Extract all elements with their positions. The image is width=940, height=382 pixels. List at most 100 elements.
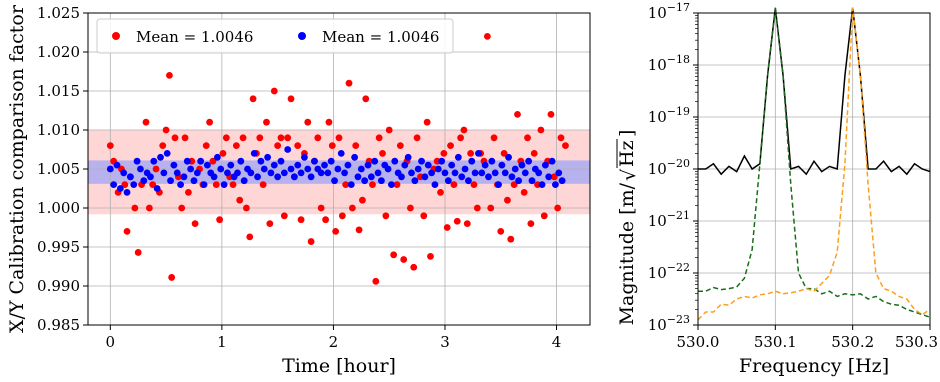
blue-point-48 xyxy=(267,169,275,177)
red-point-36 xyxy=(229,181,237,189)
blue-point-102 xyxy=(448,161,456,169)
blue-point-25 xyxy=(190,177,198,185)
tick-label-x-0: 0 xyxy=(106,333,116,351)
blue-point-109 xyxy=(471,169,479,177)
blue-point-21 xyxy=(177,181,184,189)
blue-point-69 xyxy=(337,150,345,157)
red-point-29 xyxy=(206,118,213,126)
tick-label-y-2: 10−19 xyxy=(648,105,690,126)
red-point-113 xyxy=(490,134,498,142)
red-point-98 xyxy=(440,150,448,157)
blue-point-111 xyxy=(478,169,486,177)
tick-label-y-5: 1.010 xyxy=(37,121,80,139)
blue-point-28 xyxy=(200,181,208,189)
red-point-19 xyxy=(171,134,179,142)
blue-point-100 xyxy=(441,169,449,177)
tick-label-y-3: 10−20 xyxy=(648,157,690,178)
blue-point-14 xyxy=(153,185,161,192)
red-point-101 xyxy=(450,181,458,189)
blue-point-119 xyxy=(505,153,512,161)
y-axis-label-close: ] xyxy=(616,130,638,137)
red-point-92 xyxy=(420,212,428,220)
tick-label-y-1: 0.990 xyxy=(37,277,80,295)
tick-label-y-1: 10−18 xyxy=(648,53,690,74)
red-point-75 xyxy=(362,95,370,103)
red-point-112 xyxy=(487,204,495,212)
red-point-18 xyxy=(168,274,176,281)
red-point-42 xyxy=(249,95,257,103)
blue-point-0 xyxy=(106,165,114,173)
blue-point-55 xyxy=(290,173,298,181)
red-point-85 xyxy=(396,142,404,150)
red-point-17 xyxy=(166,72,173,79)
blue-point-24 xyxy=(187,165,195,173)
red-point-130 xyxy=(547,111,555,118)
red-point-56 xyxy=(297,216,305,224)
red-point-78 xyxy=(372,277,380,285)
blue-point-135 xyxy=(558,177,566,185)
blue-point-52 xyxy=(280,169,288,177)
red-point-104 xyxy=(460,126,468,134)
blue-point-27 xyxy=(197,157,205,165)
blue-point-118 xyxy=(501,169,509,177)
blue-point-44 xyxy=(254,173,261,181)
red-point-33 xyxy=(219,150,227,157)
blue-point-3 xyxy=(116,185,124,192)
blue-point-121 xyxy=(511,165,519,173)
tick-label-x-2: 2 xyxy=(329,333,339,351)
red-point-115 xyxy=(497,228,505,235)
red-point-7 xyxy=(131,204,139,212)
spectrum-series xyxy=(697,7,931,321)
blue-point-53 xyxy=(284,146,292,153)
red-point-70 xyxy=(345,79,353,87)
red-point-127 xyxy=(537,126,545,134)
blue-point-26 xyxy=(193,169,201,177)
blue-point-46 xyxy=(260,165,268,173)
blue-point-32 xyxy=(214,153,221,161)
red-point-69 xyxy=(342,181,350,189)
blue-point-101 xyxy=(444,177,452,185)
red-point-40 xyxy=(243,204,250,212)
blue-point-13 xyxy=(150,157,158,165)
blue-point-116 xyxy=(495,181,502,189)
blue-point-54 xyxy=(287,165,295,173)
red-point-131 xyxy=(550,173,558,181)
blue-point-125 xyxy=(525,157,533,165)
blue-point-95 xyxy=(424,161,432,169)
legend-marker-red xyxy=(112,32,120,40)
blue-point-7 xyxy=(130,181,138,189)
blue-point-18 xyxy=(167,177,174,185)
tick-label-x-1: 530.1 xyxy=(754,333,797,351)
red-point-107 xyxy=(470,181,478,189)
red-point-68 xyxy=(338,212,346,220)
red-point-133 xyxy=(557,134,565,142)
blue-point-108 xyxy=(468,157,476,165)
legend-label-blue: Mean = 1.0046 xyxy=(322,28,439,46)
blue-point-40 xyxy=(240,177,248,185)
blue-point-123 xyxy=(518,161,526,169)
blue-point-107 xyxy=(465,177,472,185)
red-point-102 xyxy=(453,217,461,225)
blue-point-19 xyxy=(170,161,178,169)
red-point-122 xyxy=(520,189,528,196)
red-point-132 xyxy=(554,204,562,212)
red-point-37 xyxy=(232,142,240,150)
red-point-111 xyxy=(483,33,491,40)
red-point-124 xyxy=(527,220,535,228)
blue-point-94 xyxy=(421,173,429,181)
red-point-13 xyxy=(152,165,160,173)
red-point-41 xyxy=(246,233,254,241)
red-point-66 xyxy=(332,228,340,235)
tick-label-x-3: 530.3 xyxy=(895,333,938,351)
spectrum-chart: 530.0 530.1 530.2 530.3 10−17 10−18 10−19 10−2… xyxy=(616,1,938,377)
red-point-81 xyxy=(382,212,390,220)
red-point-53 xyxy=(287,95,295,103)
red-point-79 xyxy=(375,134,383,142)
blue-point-132 xyxy=(548,157,556,165)
blue-point-115 xyxy=(491,169,499,177)
tick-label-y-6: 1.015 xyxy=(37,82,80,100)
blue-point-89 xyxy=(404,153,412,161)
blue-point-80 xyxy=(374,169,382,177)
blue-point-104 xyxy=(454,153,462,161)
red-point-11 xyxy=(145,204,153,212)
